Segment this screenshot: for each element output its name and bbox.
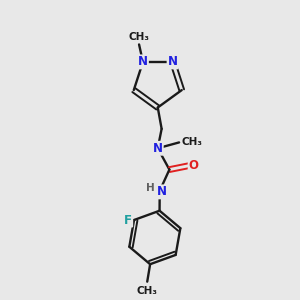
Text: N: N <box>168 56 178 68</box>
Text: CH₃: CH₃ <box>181 137 202 147</box>
Text: O: O <box>189 159 199 172</box>
Text: CH₃: CH₃ <box>137 286 158 296</box>
Text: N: N <box>153 142 163 155</box>
Text: F: F <box>124 214 132 226</box>
Text: CH₃: CH₃ <box>129 32 150 41</box>
Text: N: N <box>157 185 166 198</box>
Text: H: H <box>146 183 154 193</box>
Text: N: N <box>138 56 148 68</box>
